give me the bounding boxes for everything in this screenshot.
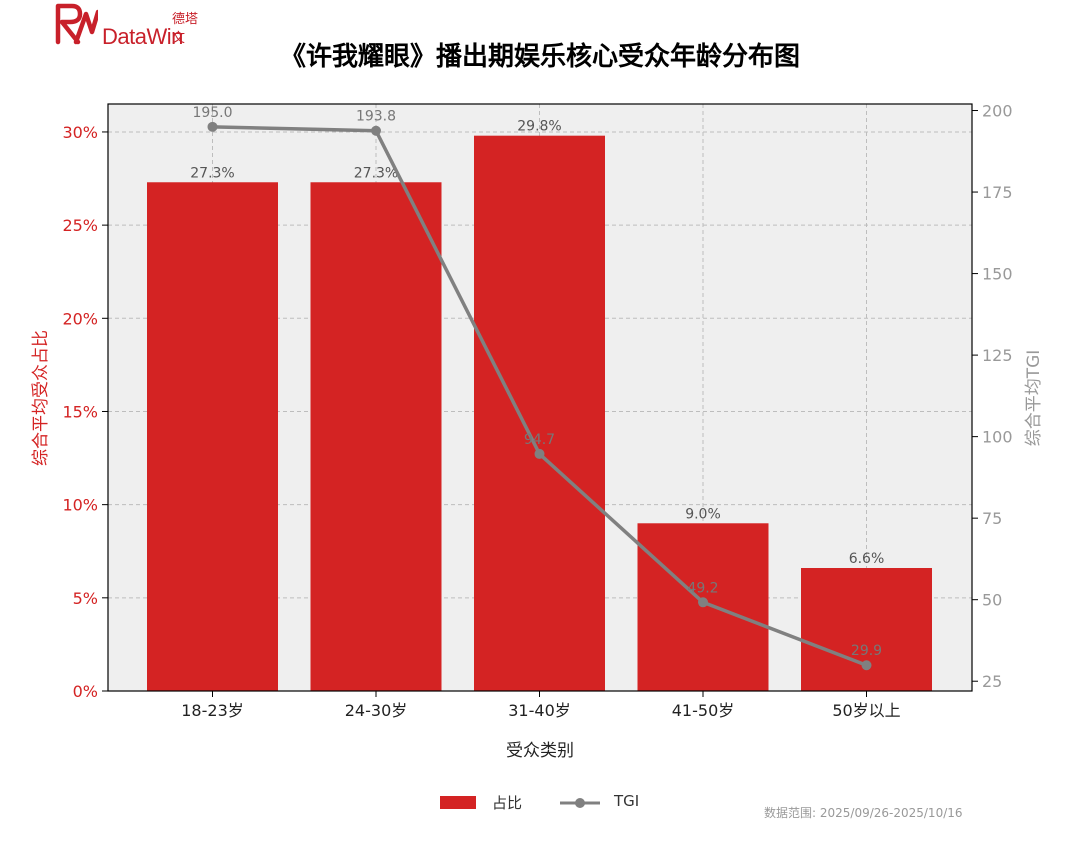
tgi-point bbox=[698, 597, 708, 608]
tgi-line-series bbox=[207, 121, 872, 671]
y-right-tick-label: 25 bbox=[982, 672, 1002, 691]
chart-title: 《许我耀眼》播出期娱乐核心受众年龄分布图 bbox=[279, 42, 800, 72]
y-right-tick-label: 200 bbox=[982, 102, 1013, 121]
legend-label-tgi: TGI bbox=[614, 792, 640, 810]
tgi-value-labels: 195.0 193.8 94.7 49.2 29.9 bbox=[192, 105, 882, 659]
y-left-tick-label: 30% bbox=[62, 123, 98, 142]
y-right-tick-label: 175 bbox=[982, 183, 1013, 202]
y-right-tick-label: 150 bbox=[982, 265, 1013, 284]
x-tick-label: 50岁以上 bbox=[832, 701, 900, 720]
x-tick-label: 24-30岁 bbox=[345, 701, 408, 720]
y-axis-right-label: 综合平均TGI bbox=[1024, 350, 1044, 447]
bar bbox=[147, 182, 278, 691]
axes: 0% 5% 10% 15% 20% 25% 30% 25 50 75 100 125 150 175 200… bbox=[62, 102, 1012, 720]
logo-english-text: DataWin bbox=[102, 24, 183, 49]
legend-label-share: 占比 bbox=[492, 794, 523, 812]
bar-value-label: 27.3% bbox=[190, 165, 234, 181]
tgi-value-label: 94.7 bbox=[524, 432, 555, 448]
y-axis-left-label: 综合平均受众占比 bbox=[31, 330, 51, 466]
x-tick-label: 41-50岁 bbox=[672, 701, 735, 720]
x-tick-label: 31-40岁 bbox=[508, 701, 571, 720]
datawin-logo-mark-icon bbox=[55, 3, 98, 45]
x-tick-label: 18-23岁 bbox=[181, 701, 244, 720]
y-left-tick-label: 20% bbox=[62, 309, 98, 328]
legend-line-swatch bbox=[560, 798, 600, 808]
bar bbox=[801, 568, 932, 691]
tgi-value-label: 193.8 bbox=[356, 109, 396, 125]
tgi-point bbox=[207, 121, 218, 132]
bar-value-label: 27.3% bbox=[354, 165, 398, 181]
legend-bar-swatch bbox=[440, 796, 476, 809]
y-right-tick-label: 100 bbox=[982, 428, 1013, 447]
y-left-tick-label: 15% bbox=[62, 402, 98, 421]
bar-value-labels: 27.3% 27.3% 29.8% 9.0% 6.6% bbox=[190, 119, 884, 567]
bar bbox=[310, 182, 442, 691]
y-left-tick-label: 5% bbox=[73, 589, 98, 608]
y-left-tick-label: 0% bbox=[73, 682, 98, 701]
tgi-value-label: 195.0 bbox=[192, 105, 232, 121]
y-left-tick-label: 10% bbox=[62, 496, 98, 515]
bar-value-label: 29.8% bbox=[517, 119, 561, 135]
tgi-point bbox=[534, 448, 545, 459]
x-axis-label: 受众类别 bbox=[506, 741, 574, 761]
tgi-point bbox=[861, 660, 872, 671]
bar bbox=[474, 135, 605, 691]
y-left-tick-label: 25% bbox=[62, 216, 98, 235]
datawin-logo: 德塔文 DataWin bbox=[52, 2, 202, 54]
y-right-tick-label: 75 bbox=[982, 509, 1002, 528]
y-right-tick-label: 50 bbox=[982, 591, 1002, 610]
y-right-tick-label: 125 bbox=[982, 346, 1013, 365]
bar-value-label: 6.6% bbox=[849, 551, 885, 567]
tgi-value-label: 49.2 bbox=[687, 580, 718, 596]
tgi-point bbox=[371, 125, 381, 136]
logo-chinese-text: 德塔文 bbox=[172, 12, 199, 46]
data-range-footnote: 数据范围: 2025/09/26-2025/10/16 bbox=[764, 806, 963, 820]
tgi-value-label: 29.9 bbox=[851, 643, 882, 659]
bar-value-label: 9.0% bbox=[685, 506, 721, 522]
bar-series bbox=[147, 135, 932, 691]
